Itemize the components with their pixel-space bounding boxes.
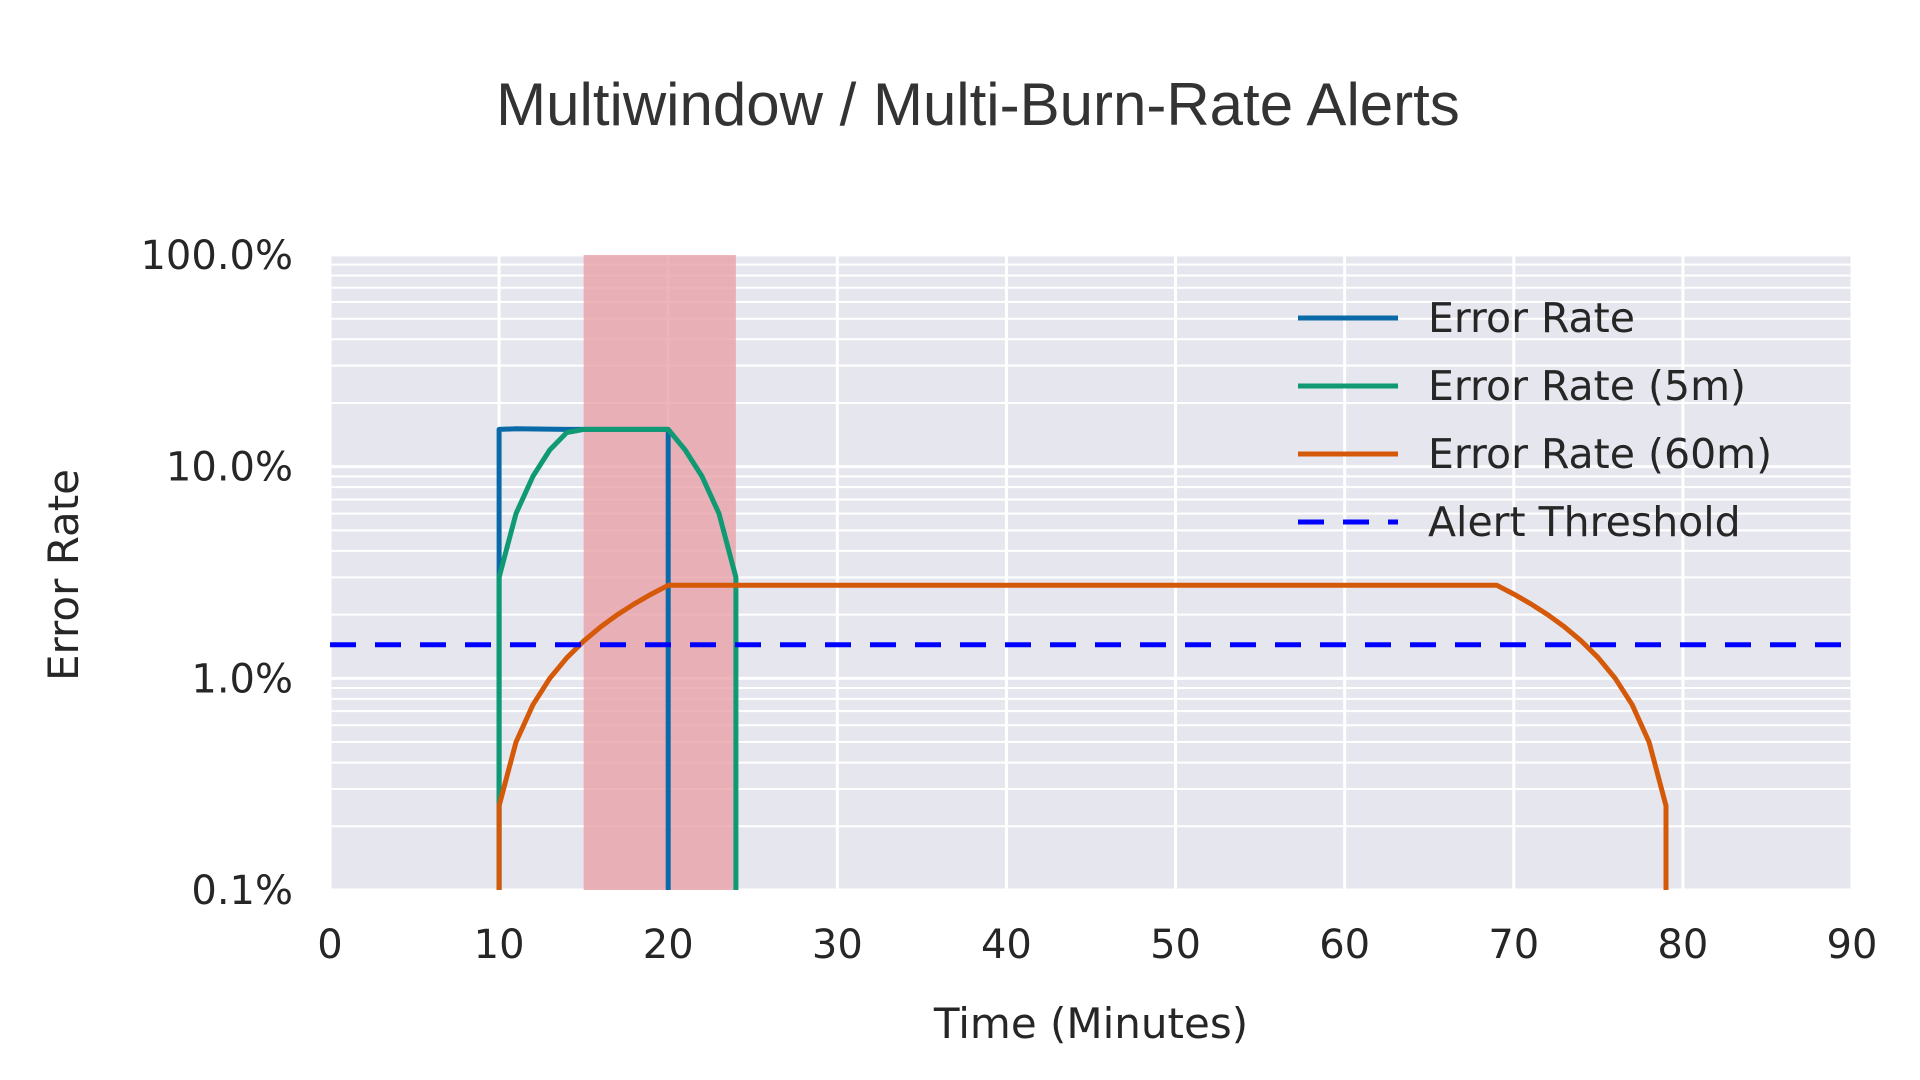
alert-window-shading [583,255,736,890]
x-tick-label: 30 [812,922,863,968]
series-line-1 [496,426,739,890]
y-tick-label: 1.0% [191,656,293,702]
x-tick-label: 10 [474,922,525,968]
y-tick-label: 0.1% [191,868,293,914]
x-tick-label: 50 [1150,922,1201,968]
x-tick-label: 20 [643,922,694,968]
x-tick-label: 80 [1657,922,1708,968]
series-line-2 [496,582,1669,890]
plot-area [328,253,1854,892]
x-tick-label: 40 [981,922,1032,968]
x-axis-ticks: 0 10 20 30 40 50 60 70 80 90 [317,922,1877,968]
x-tick-label: 90 [1827,922,1878,968]
x-tick-label: 0 [317,922,342,968]
y-tick-label: 100.0% [140,233,293,279]
legend-label-1: Error Rate (5m) [1428,362,1746,410]
legend: Error Rate Error Rate (5m) Error Rate (60m… [1298,294,1772,546]
series-lines [330,426,1852,890]
y-axis-ticks: 0.1% 1.0% 10.0% 100.0% [140,233,293,914]
y-tick-label: 10.0% [166,445,293,491]
x-tick-label: 60 [1319,922,1370,968]
plot-background [330,255,1852,890]
x-tick-label: 70 [1488,922,1539,968]
legend-label-3: Alert Threshold [1428,498,1741,546]
y-axis-label: Error Rate [39,469,88,681]
legend-label-0: Error Rate [1428,294,1635,342]
x-axis-label: Time (Minutes) [933,999,1248,1048]
legend-label-2: Error Rate (60m) [1428,430,1772,478]
chart-title: Multiwindow / Multi-Burn-Rate Alerts [496,71,1460,138]
